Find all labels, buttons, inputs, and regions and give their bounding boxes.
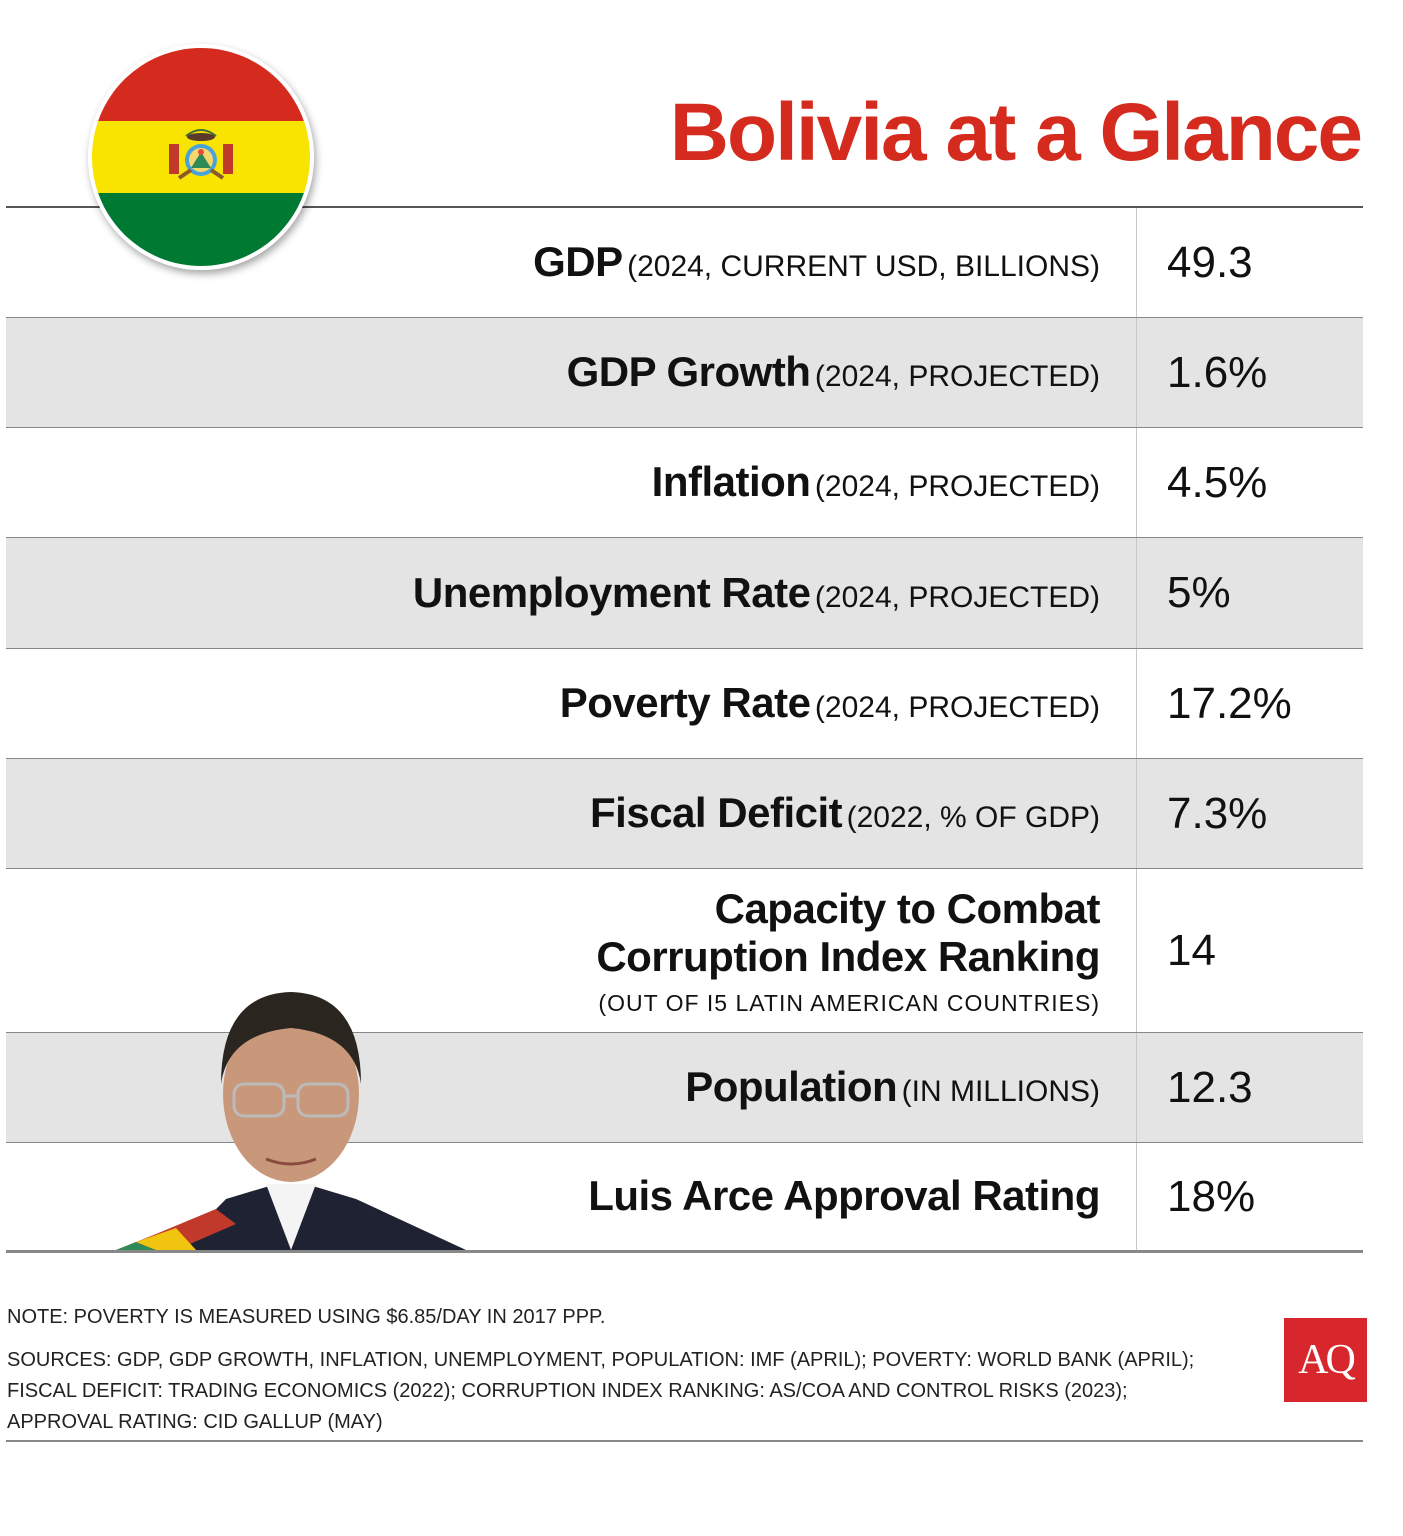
row-value: 1.6%: [1167, 347, 1268, 397]
table-row-unemployment: Unemployment Rate (2024, PROJECTED) 5%: [6, 537, 1363, 648]
row-value: 14: [1167, 925, 1216, 975]
footer-sources: SOURCES: GDP, GDP GROWTH, INFLATION, UNE…: [7, 1349, 1195, 1433]
row-qualifier: (2024, PROJECTED): [814, 470, 1100, 504]
row-label-line2: Corruption Index Ranking: [596, 933, 1100, 981]
bolivia-flag-icon: [88, 44, 314, 270]
table-row-gdp-growth: GDP Growth (2024, PROJECTED) 1.6%: [6, 317, 1363, 427]
table-row-corruption-index: Capacity to Combat Corruption Index Rank…: [6, 868, 1363, 1032]
row-label-line1: Capacity to Combat: [714, 884, 1101, 932]
row-value: 7.3%: [1167, 788, 1268, 838]
table-row-gdp: GDP (2024, CURRENT USD, BILLIONS) 49.3: [6, 206, 1363, 317]
luis-arce-portrait: [116, 992, 466, 1250]
page-title: Bolivia at a Glance: [669, 87, 1363, 178]
row-qualifier: (2024, PROJECTED): [814, 580, 1100, 614]
row-qualifier: (OUT OF I5 LATIN AMERICAN COUNTRIES): [598, 989, 1100, 1016]
table-bottom-rule: [6, 1250, 1363, 1253]
row-label: GDP: [533, 238, 623, 286]
row-qualifier: (2022, % OF GDP): [846, 801, 1100, 835]
table-row-approval: Luis Arce Approval Rating 18%: [6, 1142, 1363, 1250]
row-qualifier: (2024, CURRENT USD, BILLIONS): [627, 250, 1100, 284]
row-value: 5%: [1167, 568, 1231, 617]
row-label: Inflation: [651, 458, 811, 506]
row-label: Fiscal Deficit: [590, 789, 843, 837]
row-value: 4.5%: [1167, 457, 1268, 507]
table-row-inflation: Inflation (2024, PROJECTED) 4.5%: [6, 427, 1363, 537]
row-value: 17.2%: [1167, 678, 1292, 728]
row-label: GDP Growth: [566, 348, 811, 396]
row-label: Luis Arce Approval Rating: [588, 1172, 1100, 1220]
footer-rule: [6, 1440, 1363, 1442]
row-value: 12.3: [1167, 1062, 1253, 1112]
table-row-poverty: Poverty Rate (2024, PROJECTED) 17.2%: [6, 648, 1363, 758]
row-value: 18%: [1167, 1171, 1256, 1221]
coat-of-arms-icon: [169, 129, 233, 180]
row-value: 49.3: [1167, 237, 1253, 287]
row-qualifier: (2024, PROJECTED): [814, 691, 1100, 725]
row-qualifier: (2024, PROJECTED): [814, 360, 1100, 394]
footer-note: NOTE: POVERTY IS MEASURED USING $6.85/DA…: [7, 1306, 606, 1328]
aq-logo-icon: AQ: [1284, 1318, 1367, 1402]
footer: NOTE: POVERTY IS MEASURED USING $6.85/DA…: [7, 1302, 1227, 1450]
table-row-fiscal-deficit: Fiscal Deficit (2022, % OF GDP) 7.3%: [6, 758, 1363, 868]
row-qualifier: (IN MILLIONS): [901, 1075, 1100, 1109]
row-label: Population: [685, 1063, 898, 1111]
row-label: Poverty Rate: [559, 679, 811, 727]
row-label: Unemployment Rate: [412, 568, 811, 616]
